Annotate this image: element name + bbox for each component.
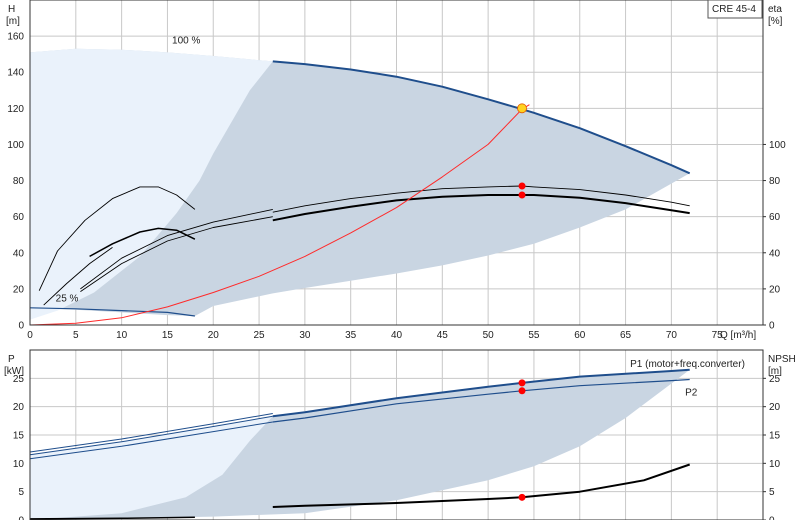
series-eta-short xyxy=(43,247,113,306)
series-npsh-low xyxy=(29,516,195,520)
series-p2-main xyxy=(272,378,690,423)
y-tick-label-right: 60 xyxy=(769,212,781,223)
marker-operating-point xyxy=(517,103,527,114)
marker-point xyxy=(518,493,526,501)
x-tick-label: 35 xyxy=(345,330,357,341)
head-efficiency-plot: 0 20 40 60 80 100 120 140 160 0 20 40 60 80 100 0 5 10 15 2… xyxy=(6,0,786,341)
series-eta-high xyxy=(38,186,196,291)
y-tick-label-right: 0 xyxy=(769,516,775,520)
y-axis-label-right: eta xyxy=(768,4,782,15)
x-tick-label: 0 xyxy=(27,330,33,341)
power-light-range xyxy=(30,416,273,520)
label-p2: P2 xyxy=(685,387,698,398)
annotation-100-percent: 100 % xyxy=(172,35,200,46)
y-tick-label-left: 80 xyxy=(13,176,25,187)
power-npsh-plot: 0 5 10 15 20 25 0 5 10 15 20 25 P [kW] NPSH [m] P1 … xyxy=(4,349,796,520)
marker-point xyxy=(518,182,526,190)
y-tick-label-right: 80 xyxy=(769,176,781,187)
light-operating-range xyxy=(30,48,273,320)
y-tick-label-left: 20 xyxy=(13,402,25,413)
y-tick-label-left: 0 xyxy=(18,516,24,520)
series-eta-low-2 xyxy=(80,208,273,290)
y-tick-label-right: 15 xyxy=(769,431,781,442)
y-tick-label-right: 10 xyxy=(769,459,781,470)
label-p1: P1 (motor+freq.converter) xyxy=(630,359,745,370)
y-axis-label-right-unit: [%] xyxy=(768,16,783,27)
x-tick-label: 55 xyxy=(528,330,540,341)
x-tick-label: 10 xyxy=(116,330,128,341)
y-tick-label-left: 20 xyxy=(13,284,25,295)
series-p2-low xyxy=(29,421,273,460)
series-eta-100-thin xyxy=(272,185,690,213)
series-head-100 xyxy=(272,60,691,175)
y-tick-label-right: 25 xyxy=(769,374,781,385)
marker-point xyxy=(518,379,526,387)
npsh-axis-label: NPSH xyxy=(768,354,796,365)
y-axis-label-left: H xyxy=(8,4,15,15)
x-tick-label: 65 xyxy=(620,330,632,341)
series-eta-100 xyxy=(272,194,690,222)
y-tick-label-right: 20 xyxy=(769,284,781,295)
annotation-25-percent: 25 % xyxy=(56,294,79,305)
x-tick-label: 40 xyxy=(391,330,403,341)
y-tick-label-left: 60 xyxy=(13,212,25,223)
y-tick-label-right: 20 xyxy=(769,402,781,413)
x-tick-label: 15 xyxy=(162,330,174,341)
x-tick-label: 25 xyxy=(254,330,266,341)
series-p1-main xyxy=(272,368,690,418)
marker-point xyxy=(518,191,526,199)
series-system xyxy=(29,104,530,326)
y-tick-label-left: 0 xyxy=(18,321,24,332)
series-p1-low xyxy=(29,415,273,456)
model-label-box xyxy=(707,0,763,19)
x-axis-label: Q [m³/h] xyxy=(720,330,756,341)
y-tick-label-left: 25 xyxy=(13,374,25,385)
x-tick-label: 45 xyxy=(437,330,449,341)
y-tick-label-left: 15 xyxy=(13,431,25,442)
y-tick-label-left: 10 xyxy=(13,459,25,470)
x-tick-label: 5 xyxy=(73,330,79,341)
marker-point xyxy=(518,387,526,395)
npsh-axis-unit: [m] xyxy=(768,366,782,377)
series-npsh-main xyxy=(272,463,691,508)
series-head-min xyxy=(29,307,195,317)
y-tick-label-right: 5 xyxy=(769,487,775,498)
series-p1-low-b xyxy=(29,413,273,453)
y-tick-label-left: 40 xyxy=(13,248,25,259)
series-eta-mid xyxy=(89,227,196,258)
x-tick-label: 70 xyxy=(666,330,678,341)
y-tick-label-right: 100 xyxy=(769,140,786,151)
x-tick-label: 50 xyxy=(483,330,495,341)
y-tick-label-left: 100 xyxy=(7,140,24,151)
y-tick-label-right: 40 xyxy=(769,248,781,259)
x-tick-label: 75 xyxy=(712,330,724,341)
power-axis-unit: [kW] xyxy=(4,366,24,377)
y-tick-label-right: 0 xyxy=(769,321,775,332)
x-tick-label: 30 xyxy=(299,330,311,341)
series-eta-low-1 xyxy=(80,216,273,292)
x-tick-label: 20 xyxy=(208,330,220,341)
model-label: CRE 45-4 xyxy=(712,4,756,15)
y-tick-label-left: 120 xyxy=(7,104,24,115)
power-axis-label: P xyxy=(8,354,15,365)
x-tick-label: 60 xyxy=(574,330,586,341)
y-tick-label-left: 160 xyxy=(7,32,24,43)
y-tick-label-left: 5 xyxy=(18,487,24,498)
y-tick-label-left: 140 xyxy=(7,68,24,79)
y-axis-label-left-unit: [m] xyxy=(6,16,20,27)
